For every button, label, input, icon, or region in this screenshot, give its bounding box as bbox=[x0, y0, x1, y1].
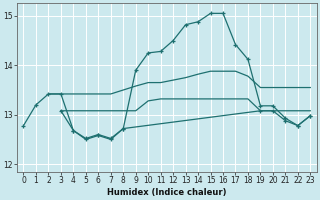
X-axis label: Humidex (Indice chaleur): Humidex (Indice chaleur) bbox=[107, 188, 227, 197]
